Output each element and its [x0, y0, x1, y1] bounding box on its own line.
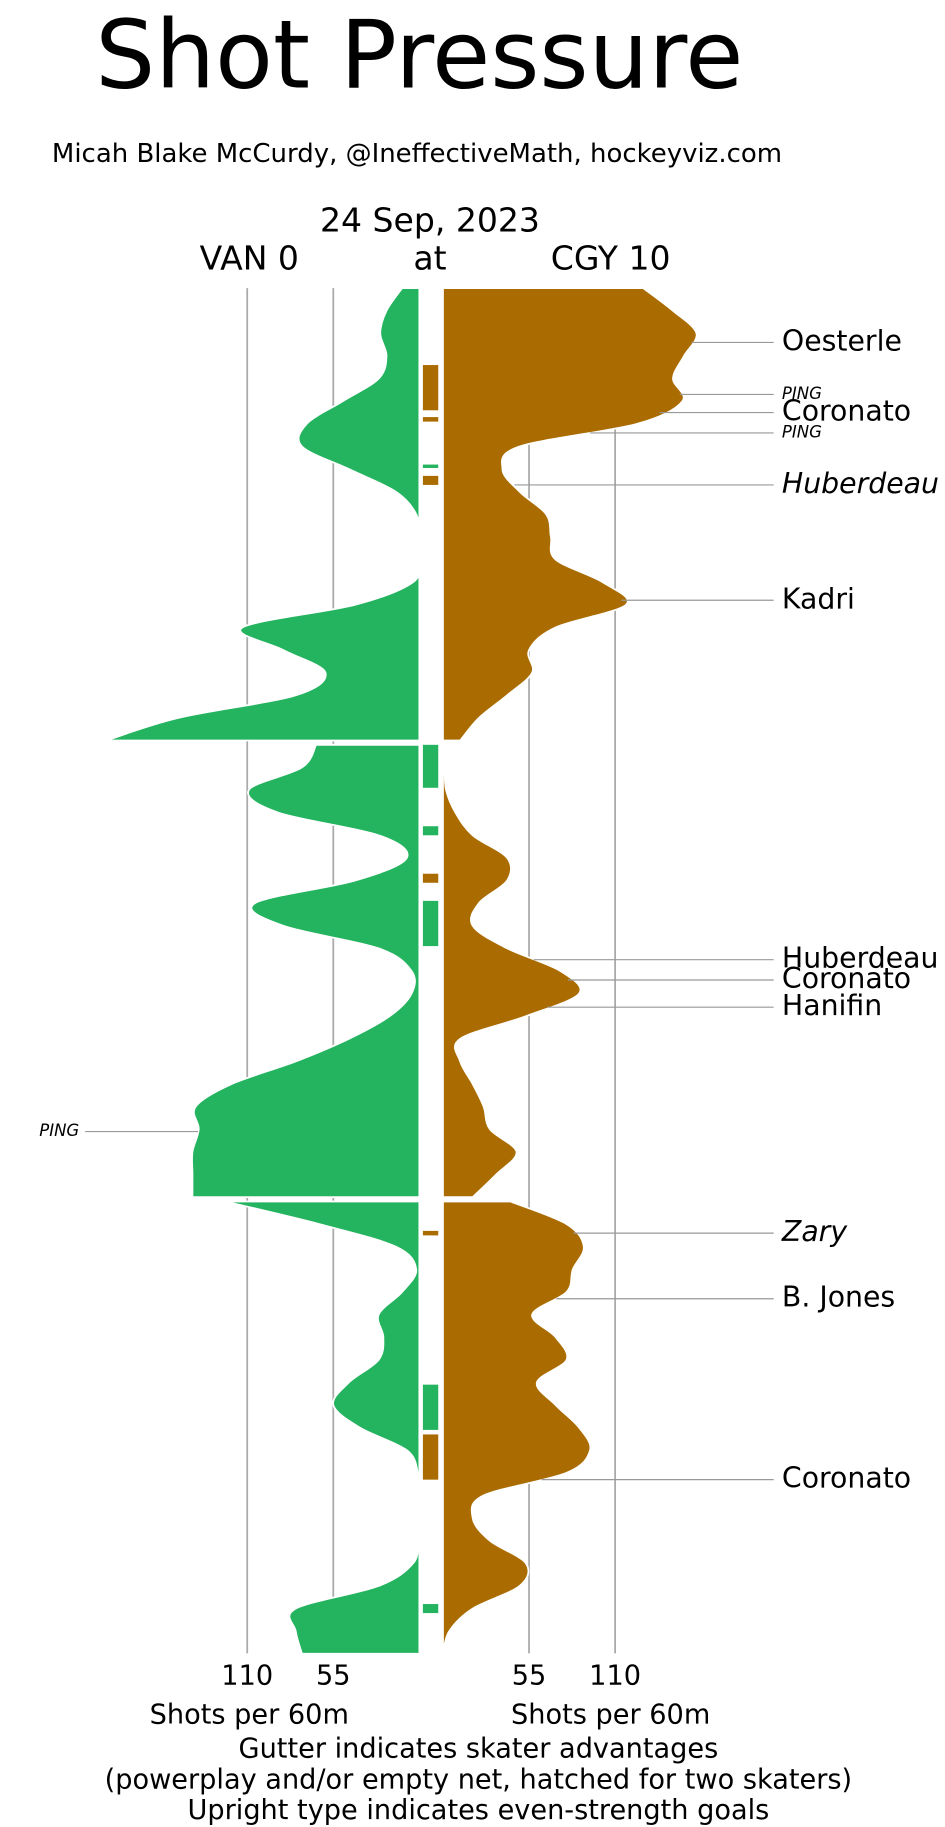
x-tick-label: 55 [316, 1661, 351, 1692]
home-label: CGY 10 [551, 238, 671, 277]
goal-label: Huberdeau [782, 942, 939, 975]
ping-label: PING [39, 1121, 79, 1140]
x-axis-label: Shots per 60m [511, 1699, 710, 1730]
x-tick-label: 110 [589, 1661, 641, 1692]
away-pressure-area [191, 743, 421, 1199]
home-pressure-area [442, 744, 582, 1199]
away-label: VAN 0 [200, 238, 299, 277]
gutter-bar [422, 826, 439, 836]
connector: at [413, 238, 446, 277]
gutter-bar [422, 873, 439, 883]
ping-label: PING [782, 384, 822, 403]
goal-label: Hanifin [782, 989, 882, 1022]
ping-label: PING [782, 422, 822, 441]
away-pressure-area [225, 1200, 421, 1655]
gutter-bar [422, 744, 439, 788]
away-pressure-area [106, 287, 421, 742]
goal-label: B. Jones [782, 1281, 895, 1314]
gutter-bar [422, 900, 439, 947]
gutter-bar [422, 1434, 439, 1480]
x-axis-label: Shots per 60m [150, 1699, 349, 1730]
goal-label: Kadri [782, 582, 855, 615]
chart-title: Shot Pressure [95, 0, 743, 110]
home-pressure-area [442, 287, 698, 742]
goal-label: Coronato [782, 1462, 911, 1495]
goal-label: Coronato [782, 962, 911, 995]
goal-label: Zary [781, 1215, 848, 1248]
note: Gutter indicates skater advantages [239, 1734, 719, 1765]
goal-label: Coronato [782, 395, 911, 428]
gutter-bar [422, 365, 439, 411]
x-tick-label: 110 [221, 1661, 273, 1692]
gutter-bar [422, 1604, 439, 1614]
goal-label: Huberdeau [782, 467, 939, 500]
game-date: 24 Sep, 2023 [320, 201, 540, 240]
gutter-bar [422, 475, 439, 485]
gutter-bar [422, 464, 439, 468]
x-tick-label: 55 [512, 1661, 547, 1692]
gutter-bar [422, 417, 439, 422]
note: Upright type indicates even-strength goa… [188, 1795, 770, 1826]
subtitle: Micah Blake McCurdy, @IneffectiveMath, h… [52, 139, 782, 169]
gutter-bar [422, 1230, 439, 1236]
note: (powerplay and/or empty net, hatched for… [105, 1764, 852, 1795]
home-pressure-area [442, 1200, 592, 1655]
gutter-bar [422, 1384, 439, 1430]
goal-label: Oesterle [782, 324, 902, 357]
